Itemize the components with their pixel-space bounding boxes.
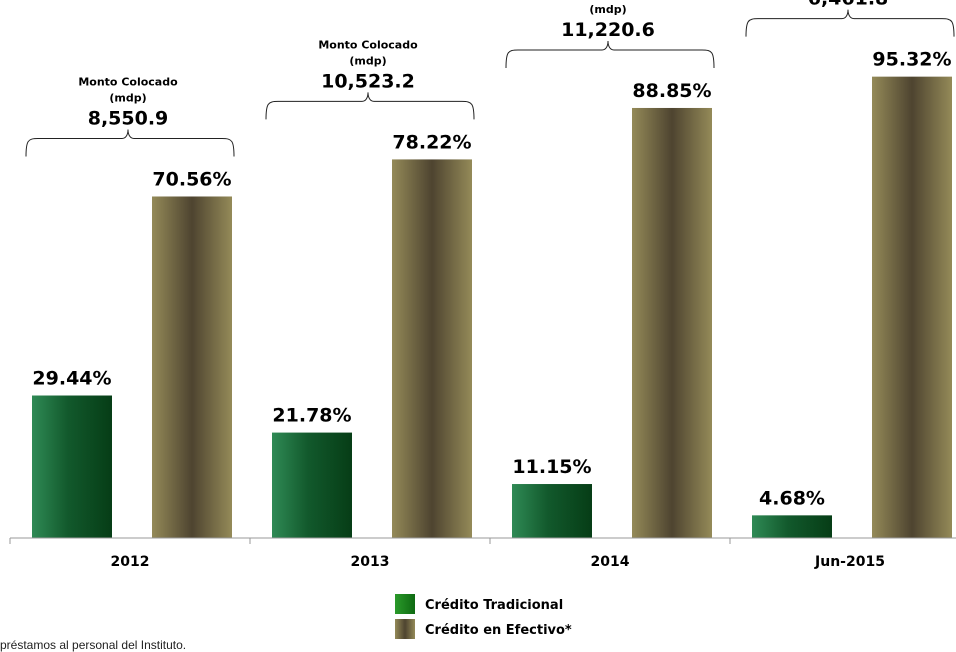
legend-label: Crédito Tradicional <box>425 598 563 613</box>
annotation-title: Monto Colocado <box>318 38 418 51</box>
annotation-bracket <box>505 40 715 68</box>
bar-data-label: 88.85% <box>632 80 711 102</box>
annotation-value: 10,523.2 <box>321 70 415 92</box>
legend-swatch <box>395 594 415 614</box>
x-tick-label: Jun-2015 <box>814 554 885 570</box>
legend-label: Crédito en Efectivo* <box>425 623 572 638</box>
bar-data-label: 95.32% <box>872 49 951 71</box>
annotation-unit: (mdp) <box>589 3 626 16</box>
annotation-bracket <box>25 129 235 157</box>
annotation-unit: (mdp) <box>109 91 146 104</box>
annotations-layer: Monto Colocado (mdp) 8,550.9 Monto Colocado… <box>25 0 955 157</box>
bar-credito-tradicional <box>32 395 112 538</box>
bar-credito-efectivo <box>392 159 472 538</box>
bar-credito-tradicional <box>272 432 352 538</box>
bar-data-label: 21.78% <box>272 405 351 427</box>
bar-data-label: 70.56% <box>152 168 231 190</box>
bar-data-label: 11.15% <box>512 456 591 478</box>
bar-data-label: 29.44% <box>32 368 111 390</box>
legend: Crédito Tradicional Crédito en Efectivo* <box>395 594 572 639</box>
bar-credito-efectivo <box>632 107 712 538</box>
bar-credito-tradicional <box>752 515 832 538</box>
x-tick-label: 2012 <box>111 554 150 570</box>
annotation-value: 6,461.8 <box>808 0 889 10</box>
bar-credito-efectivo <box>872 76 952 539</box>
bar-data-label: 78.22% <box>392 131 471 153</box>
annotation-value: 11,220.6 <box>561 19 655 41</box>
bar-credito-efectivo <box>152 196 232 538</box>
x-tick-label: 2013 <box>351 554 390 570</box>
footnote: préstamos al personal del Instituto. <box>0 638 187 652</box>
bars-layer: 29.44% 70.56% 21.78% 78.22% 11.15% 88.85% 4.68… <box>32 49 952 539</box>
legend-swatch <box>395 619 415 639</box>
x-axis: 2012 2013 2014 Jun-2015 <box>9 537 956 570</box>
bar-credito-tradicional <box>512 484 592 538</box>
annotation-value: 8,550.9 <box>88 107 169 129</box>
annotation-bracket <box>745 9 955 37</box>
annotation-unit: (mdp) <box>349 54 386 67</box>
annotation-title: Monto Colocado <box>78 75 178 88</box>
x-tick-label: 2014 <box>591 554 630 570</box>
annotation-bracket <box>265 92 475 120</box>
bar-data-label: 4.68% <box>759 487 825 509</box>
